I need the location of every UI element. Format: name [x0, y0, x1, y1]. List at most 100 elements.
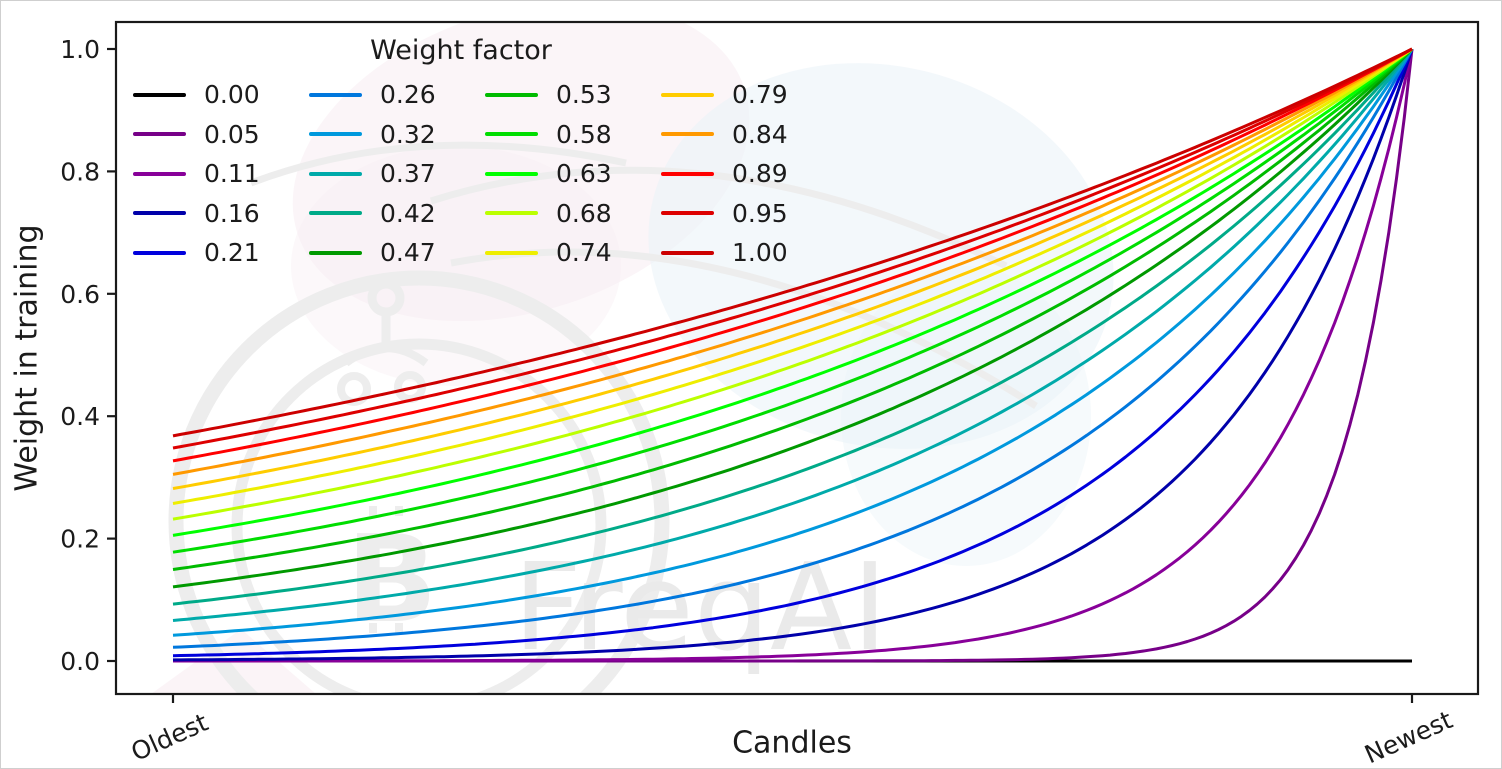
curve-weight-factor-0.37: [172, 48, 1414, 622]
legend-item-label: 0.53: [556, 80, 612, 110]
legend-item-label: 0.11: [204, 159, 260, 189]
x-tick-label: Oldest: [127, 707, 213, 766]
legend-item: 0.79: [661, 75, 837, 115]
watermark-leaf-blue: [648, 63, 1114, 449]
legend-item: 0.11: [133, 154, 309, 194]
legend-item: 0.53: [485, 75, 661, 115]
x-tick-label: Newest: [1360, 705, 1457, 769]
curve-weight-factor-0.26: [172, 48, 1414, 649]
legend-line-swatch: [133, 250, 186, 255]
legend-item: 0.05: [133, 115, 309, 155]
legend-item-label: 1.00: [732, 238, 788, 268]
x-axis-label: Candles: [732, 725, 852, 761]
legend-line-swatch: [485, 92, 538, 97]
legend-item: 0.68: [485, 194, 661, 234]
legend-line-swatch: [661, 211, 714, 216]
legend-item: 0.58: [485, 115, 661, 155]
legend-item-label: 0.37: [380, 159, 436, 189]
y-axis-label: Weight in training: [9, 224, 45, 492]
legend-line-swatch: [309, 171, 362, 176]
legend-item: 0.21: [133, 233, 309, 273]
legend-item: 0.32: [309, 115, 485, 155]
legend-line-swatch: [133, 211, 186, 216]
curve-weight-factor-0.21: [172, 48, 1414, 658]
legend-item: 0.26: [309, 75, 485, 115]
legend-item: 0.00: [133, 75, 309, 115]
legend-item-label: 0.05: [204, 119, 260, 149]
legend-item: 1.00: [661, 233, 837, 273]
legend-item: 0.47: [309, 233, 485, 273]
legend-line-swatch: [485, 211, 538, 216]
curve-weight-factor-0.58: [172, 47, 1413, 554]
watermark-bot-antenna-arms: [343, 344, 429, 367]
legend: Weight factor 0.00 0.05 0.11 0.16 0.21 0.26 0.…: [131, 37, 791, 273]
legend-line-swatch: [309, 211, 362, 216]
legend-item: 0.95: [661, 194, 837, 234]
legend-item-label: 0.95: [732, 198, 788, 228]
legend-item-label: 0.47: [380, 238, 436, 268]
legend-line-swatch: [485, 132, 538, 137]
curve-weight-factor-0.79: [172, 47, 1413, 490]
legend-item-label: 0.16: [204, 198, 260, 228]
legend-item-label: 0.26: [380, 80, 436, 110]
legend-item-label: 0.42: [380, 198, 436, 228]
legend-line-swatch: [309, 92, 362, 97]
curve-weight-factor-0.11: [173, 48, 1414, 663]
legend-item-label: 0.79: [732, 80, 788, 110]
legend-item-label: 0.74: [556, 238, 612, 268]
legend-item: 0.63: [485, 154, 661, 194]
legend-line-swatch: [485, 171, 538, 176]
curve-weight-factor-0.53: [172, 47, 1414, 571]
legend-line-swatch: [133, 132, 186, 137]
legend-item: 0.89: [661, 154, 837, 194]
curve-weight-factor-0.32: [172, 48, 1414, 637]
curve-weight-factor-0.74: [172, 47, 1413, 505]
watermark-bot-antenna-ball: [367, 279, 405, 317]
legend-line-swatch: [133, 92, 186, 97]
legend-line-swatch: [661, 132, 714, 137]
curve-weight-factor-0.16: [173, 48, 1414, 662]
legend-line-swatch: [661, 92, 714, 97]
plot-curves: [172, 47, 1414, 663]
curve-weight-factor-0.84: [172, 47, 1413, 476]
curve-weight-factor-0.68: [172, 47, 1413, 521]
legend-item-label: 0.89: [732, 159, 788, 189]
curve-weight-factor-0.63: [172, 47, 1413, 537]
curve-weight-factor-0.89: [172, 47, 1413, 463]
curve-weight-factor-0.42: [172, 48, 1414, 606]
legend-item: 0.74: [485, 233, 661, 273]
legend-grid: 0.00 0.05 0.11 0.16 0.21 0.26 0.32 0.37 0.42 0.47…: [131, 75, 791, 273]
legend-item-label: 0.00: [204, 80, 260, 110]
watermark-wing-stroke-3: [249, 141, 627, 187]
legend-item: 0.84: [661, 115, 837, 155]
legend-line-swatch: [309, 132, 362, 137]
legend-title: Weight factor: [370, 35, 552, 66]
legend-item-label: 0.32: [380, 119, 436, 149]
y-tick-label: 1.0: [60, 35, 100, 64]
y-tick-label: 0.4: [60, 402, 100, 431]
y-tick-label: 0.0: [60, 647, 100, 676]
legend-item-label: 0.68: [556, 198, 612, 228]
legend-item-label: 0.21: [204, 238, 260, 268]
legend-line-swatch: [661, 250, 714, 255]
watermark-emblem-outer-ring: [168, 270, 670, 694]
watermark-leaf-pink: [292, 22, 750, 322]
legend-item-label: 0.63: [556, 159, 612, 189]
legend-item: 0.37: [309, 154, 485, 194]
legend-line-swatch: [661, 171, 714, 176]
y-tick-label: 0.8: [60, 157, 100, 186]
legend-line-swatch: [485, 250, 538, 255]
legend-item-label: 0.58: [556, 119, 612, 149]
legend-item-label: 0.84: [732, 119, 788, 149]
curve-weight-factor-1.00: [172, 47, 1413, 438]
legend-line-swatch: [309, 250, 362, 255]
legend-item: 0.16: [133, 194, 309, 234]
curve-weight-factor-0.47: [172, 47, 1414, 589]
legend-item: 0.42: [309, 194, 485, 234]
plot-spines: [114, 20, 1480, 696]
legend-line-swatch: [133, 171, 186, 176]
y-tick-label: 0.2: [60, 525, 100, 554]
curve-weight-factor-0.95: [172, 47, 1413, 450]
